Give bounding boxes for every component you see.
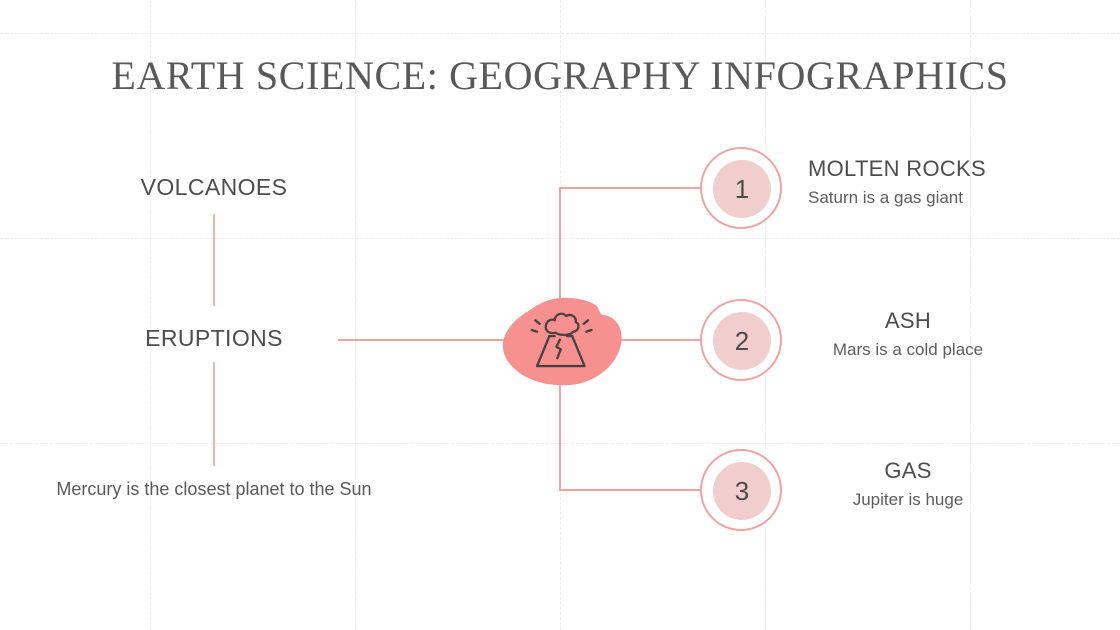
left-stem-upper	[213, 214, 215, 306]
item-text-3: GAS Jupiter is huge	[778, 458, 1038, 513]
node-circle-2[interactable]: 2	[700, 299, 782, 381]
item-subtitle-1: Saturn is a gas giant	[808, 188, 963, 207]
node-number-2: 2	[713, 312, 771, 370]
node-circle-1[interactable]: 1	[700, 147, 782, 229]
item-title-3: GAS	[884, 458, 932, 483]
left-description: Mercury is the closest planet to the Sun	[56, 479, 372, 499]
node-number-1: 1	[713, 160, 771, 218]
item-title-2: ASH	[884, 308, 932, 333]
connector-branch-2	[606, 339, 707, 341]
node-number-3: 3	[713, 462, 771, 520]
connector-branch-3	[559, 489, 707, 491]
node-circle-3[interactable]: 3	[700, 449, 782, 531]
left-label-volcanoes: VOLCANOES	[140, 174, 288, 200]
connector-eruptions-to-icon	[338, 339, 518, 341]
connector-branch-1	[559, 187, 707, 189]
item-title-1: MOLTEN ROCKS	[808, 156, 986, 181]
item-subtitle-3: Jupiter is huge	[852, 490, 964, 509]
item-text-2: ASH Mars is a cold place	[778, 308, 1038, 363]
volcano-icon	[500, 294, 624, 386]
grid-line-horizontal	[0, 33, 1120, 34]
left-label-eruptions: ERUPTIONS	[145, 325, 283, 351]
item-text-1: MOLTEN ROCKS Saturn is a gas giant	[808, 156, 1068, 211]
item-subtitle-2: Mars is a cold place	[832, 340, 984, 359]
left-stem-lower	[213, 362, 215, 466]
page-title: EARTH SCIENCE: GEOGRAPHY INFOGRAPHICS	[111, 53, 1009, 98]
